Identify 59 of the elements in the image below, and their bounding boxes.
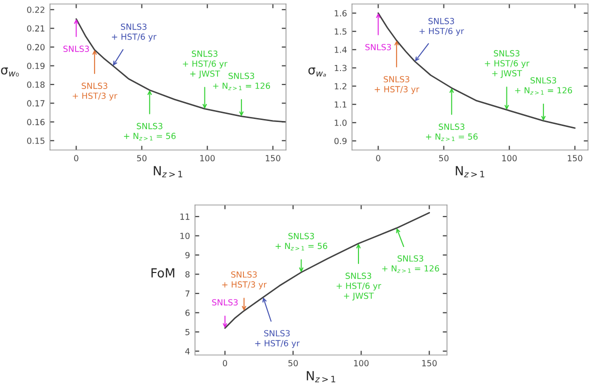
y-tick-label: 5	[185, 329, 190, 336]
x-tick-label: 50	[137, 155, 147, 162]
x-tick-label: 100	[200, 155, 215, 162]
y-tick-label: 1.3	[334, 64, 346, 72]
y-tick-label: 0.21	[27, 25, 44, 32]
x-tick-label: 100	[354, 360, 369, 366]
x-tick-label: 50	[288, 360, 298, 366]
y-tick-label: 0.22	[27, 6, 44, 13]
y-axis-title: σ$_{w₀}$	[1, 68, 19, 77]
x-tick-label: 0	[74, 155, 78, 162]
annotation: SNLS3 + HST/6 yr + JWST	[336, 272, 382, 300]
annotation: SNLS3 + HST/6 yr	[420, 18, 464, 36]
y-tick-label: 0.15	[27, 138, 44, 144]
x-axis-title: N$_{z>1}$	[456, 166, 484, 178]
annotation: SNLS3 + N$_{z>1}$ = 126	[382, 255, 440, 273]
y-tick-label: 10	[180, 232, 190, 240]
y-tick-label: 0.18	[27, 81, 45, 88]
annotation: SNLS3 + N$_{z>1}$ = 126	[515, 77, 572, 95]
annotation: SNLS3 + HST/6 yr	[255, 330, 300, 348]
annotation: SNLS3 + HST/3 yr	[374, 76, 420, 94]
y-tick-label: 1.2	[334, 83, 346, 90]
x-tick-label: 0	[376, 155, 380, 162]
y-tick-label: 0.20	[27, 44, 45, 50]
x-tick-label: 150	[422, 360, 437, 366]
x-axis-title: N$_{z>1}$	[306, 371, 336, 382]
x-axis-title: N$_{z>1}$	[154, 166, 182, 178]
x-tick-label: 150	[568, 155, 582, 162]
y-tick-label: 0.17	[27, 100, 44, 106]
annotation: SNLS3 + N$_{z>1}$ = 56	[124, 122, 176, 140]
annotation: SNLS3 + HST/3 yr	[72, 82, 118, 101]
y-tick-label: 0.16	[27, 118, 45, 126]
y-tick-label: 0.9	[334, 138, 347, 144]
y-tick-label: 4	[185, 348, 190, 354]
y-tick-label: 8	[185, 271, 190, 278]
annotation: SNLS3 + N$_{z>1}$ = 56	[426, 124, 478, 141]
annotation: SNLS3	[63, 46, 89, 52]
y-tick-label: 11	[180, 214, 190, 220]
y-tick-label: 6	[185, 310, 190, 316]
annotation: SNLS3 + N$_{z>1}$ = 56	[276, 232, 328, 250]
y-axis-title: FoM	[152, 268, 174, 278]
y-tick-label: 9	[185, 252, 190, 258]
y-axis-title: σ$_{wₐ}$	[308, 68, 326, 77]
x-tick-label: 100	[502, 155, 517, 162]
annotation: SNLS3	[365, 44, 391, 50]
y-tick-label: 1.4	[334, 46, 347, 53]
x-tick-label: 50	[439, 155, 449, 162]
y-tick-label: 0.19	[27, 62, 45, 70]
y-tick-label: 1.6	[334, 10, 347, 16]
annotation: SNLS3 + HST/6 yr + JWST	[484, 50, 530, 78]
y-tick-label: 1.5	[334, 28, 346, 35]
x-tick-label: 0	[222, 360, 228, 366]
y-tick-label: 1.0	[334, 120, 347, 126]
annotation: SNLS3 + HST/6 yr	[112, 24, 156, 42]
annotation: SNLS3	[212, 299, 238, 306]
y-tick-label: 1.1	[334, 101, 346, 108]
annotation: SNLS3 + HST/6 yr + JWST	[182, 50, 228, 78]
y-tick-label: 7	[186, 290, 190, 297]
x-tick-label: 150	[266, 155, 280, 162]
annotation: SNLS3 + HST/3 yr	[222, 271, 267, 290]
